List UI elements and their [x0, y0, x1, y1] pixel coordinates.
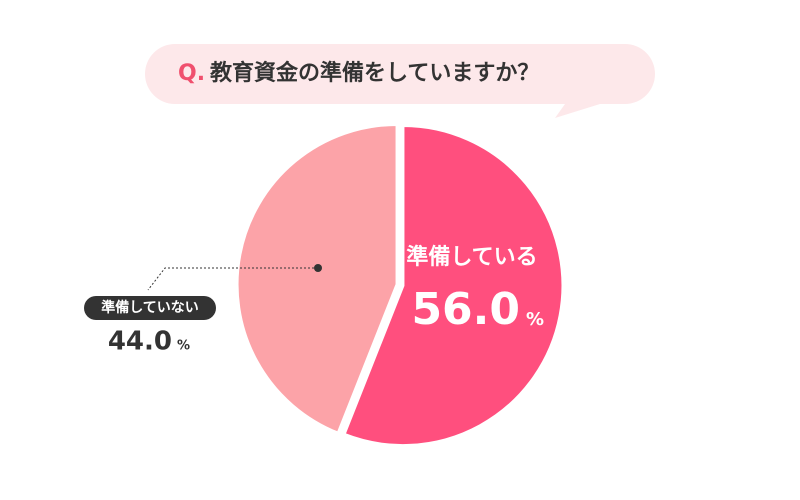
value-label: 44.0 — [108, 327, 172, 357]
slice-label: 準備していない — [101, 299, 199, 316]
title-bubble — [145, 44, 655, 118]
value-unit: % — [177, 339, 190, 354]
pie-slice — [235, 122, 399, 436]
slice-label: 準備している — [406, 244, 537, 270]
pie-slice — [342, 124, 565, 448]
value-unit: % — [526, 309, 544, 330]
value-label: 56.0 — [411, 284, 520, 335]
pie — [235, 122, 565, 448]
leader-line — [147, 267, 318, 291]
title-prefix: Q. — [178, 61, 205, 86]
labels: 準備している 56.0 % 準備していない 44.0% — [84, 244, 544, 357]
label-pill — [84, 296, 216, 320]
chart-title: 教育資金の準備をしていますか？ — [210, 60, 539, 86]
